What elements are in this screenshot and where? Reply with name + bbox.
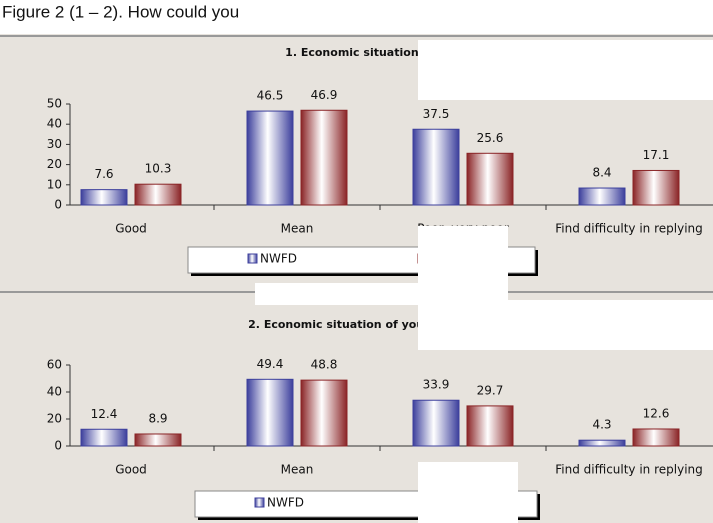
value-label: 8.9 bbox=[148, 411, 167, 425]
value-label: 49.4 bbox=[257, 357, 284, 371]
legend-swatch bbox=[254, 497, 265, 508]
bar bbox=[412, 128, 460, 206]
bar bbox=[412, 399, 460, 447]
bar bbox=[578, 187, 626, 206]
value-label: 37.5 bbox=[423, 107, 450, 121]
value-label: 17.1 bbox=[643, 148, 670, 162]
redaction bbox=[418, 40, 713, 100]
legend-swatch bbox=[247, 253, 258, 264]
bar bbox=[300, 109, 348, 206]
value-label: 12.6 bbox=[643, 406, 670, 420]
y-tick-label: 40 bbox=[47, 117, 62, 131]
x-tick-label: Mean bbox=[281, 463, 314, 477]
y-tick-label: 40 bbox=[47, 385, 62, 399]
value-label: 25.6 bbox=[477, 131, 504, 145]
chart-title: 2. Economic situation of your family bbox=[248, 318, 472, 331]
bar bbox=[80, 428, 128, 447]
x-tick-label: Mean bbox=[281, 222, 314, 236]
bar bbox=[246, 378, 294, 447]
value-label: 29.7 bbox=[477, 383, 504, 397]
y-tick-label: 0 bbox=[54, 439, 62, 453]
page-title: Figure 2 (1 – 2). How could you bbox=[2, 2, 239, 21]
bar bbox=[466, 405, 514, 447]
bar bbox=[578, 439, 626, 447]
x-tick-label: Find difficulty in replying bbox=[555, 222, 703, 236]
bar bbox=[80, 189, 128, 206]
y-tick-label: 20 bbox=[47, 412, 62, 426]
y-tick-label: 30 bbox=[47, 137, 62, 151]
value-label: 33.9 bbox=[423, 378, 450, 392]
y-tick-label: 10 bbox=[47, 177, 62, 191]
x-tick-label: Good bbox=[115, 463, 147, 477]
x-tick-label: Find difficulty in replying bbox=[555, 463, 703, 477]
value-label: 10.3 bbox=[145, 162, 172, 176]
value-label: 12.4 bbox=[91, 407, 118, 421]
value-label: 4.3 bbox=[592, 418, 611, 432]
value-label: 46.5 bbox=[257, 89, 284, 103]
redaction bbox=[418, 300, 713, 350]
legend-label: NWFD bbox=[267, 496, 304, 510]
bar bbox=[466, 152, 514, 206]
y-tick-label: 50 bbox=[47, 97, 62, 111]
chart-title: 1. Economic situation of bbox=[285, 46, 435, 59]
redaction bbox=[418, 462, 518, 523]
bar bbox=[300, 379, 348, 447]
y-tick-label: 60 bbox=[47, 358, 62, 372]
value-label: 8.4 bbox=[592, 166, 611, 180]
redaction bbox=[255, 283, 508, 305]
redaction bbox=[418, 226, 508, 284]
y-tick-label: 0 bbox=[54, 198, 62, 212]
bar bbox=[632, 169, 680, 206]
bar bbox=[246, 110, 294, 206]
y-tick-label: 20 bbox=[47, 157, 62, 171]
legend-label: NWFD bbox=[260, 252, 297, 266]
value-label: 48.8 bbox=[311, 358, 338, 372]
value-label: 7.6 bbox=[94, 167, 113, 181]
value-label: 46.9 bbox=[311, 88, 338, 102]
bar bbox=[134, 433, 182, 447]
redaction bbox=[275, 0, 713, 32]
x-tick-label: Good bbox=[115, 222, 147, 236]
bar bbox=[134, 183, 182, 206]
bar bbox=[632, 428, 680, 447]
